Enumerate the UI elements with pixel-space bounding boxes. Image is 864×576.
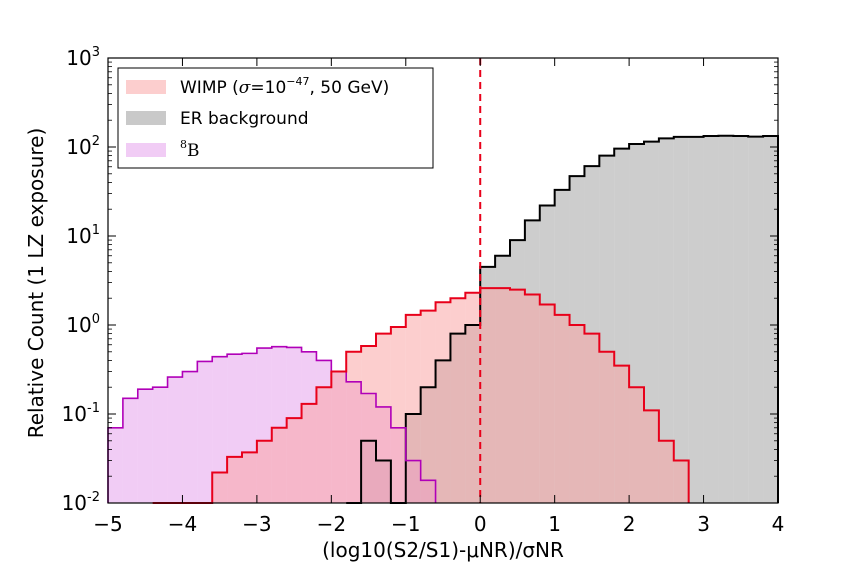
bar-wimp bbox=[331, 371, 347, 503]
bar-wimp bbox=[673, 460, 689, 503]
x-tick-label: 1 bbox=[548, 512, 561, 536]
bar-wimp bbox=[420, 310, 436, 503]
bar-wimp bbox=[390, 326, 406, 503]
bar-wimp bbox=[554, 314, 570, 503]
bar-er bbox=[703, 135, 719, 503]
bar-wimp bbox=[271, 427, 287, 503]
bar-wimp bbox=[405, 314, 421, 503]
x-tick-label: −2 bbox=[317, 512, 346, 536]
bar-b8 bbox=[182, 371, 198, 503]
legend-swatch-er bbox=[126, 111, 166, 125]
x-tick-label: 0 bbox=[474, 512, 487, 536]
x-tick-label: −5 bbox=[93, 512, 122, 536]
bar-b8 bbox=[108, 427, 123, 503]
x-axis-label: (log10(S2/S1)-μNR)/σNR bbox=[322, 538, 564, 562]
y-tick-label: 103 bbox=[66, 45, 100, 70]
y-tick-labels: 10-2 10-1 100 101 102 103 bbox=[62, 45, 100, 515]
bar-wimp bbox=[584, 333, 600, 503]
x-tick-label: −4 bbox=[168, 512, 197, 536]
bar-wimp bbox=[629, 387, 644, 503]
bar-wimp bbox=[599, 351, 615, 503]
bar-wimp bbox=[212, 472, 228, 503]
x-tick-label: 3 bbox=[697, 512, 710, 536]
bar-wimp bbox=[480, 288, 496, 503]
bar-wimp bbox=[435, 302, 451, 503]
series-wimp bbox=[212, 288, 689, 503]
legend-swatch-b8 bbox=[126, 143, 166, 157]
bar-wimp bbox=[361, 346, 376, 503]
bar-wimp bbox=[614, 365, 630, 503]
legend-label-b8: 8B bbox=[180, 138, 200, 161]
bar-wimp bbox=[658, 440, 674, 503]
bar-wimp bbox=[450, 298, 466, 503]
y-tick-label: 100 bbox=[66, 312, 100, 337]
bar-wimp bbox=[465, 292, 481, 503]
y-axis-label: Relative Count (1 LZ exposure) bbox=[24, 128, 48, 439]
bar-b8 bbox=[152, 387, 168, 503]
x-tick-label: 2 bbox=[623, 512, 636, 536]
y-tick-label: 102 bbox=[66, 134, 100, 159]
bar-wimp bbox=[376, 333, 391, 503]
outline-wimp bbox=[152, 287, 690, 504]
bar-er bbox=[718, 135, 734, 503]
axis-ticks bbox=[107, 57, 779, 504]
y-tick-label: 10-1 bbox=[62, 401, 100, 426]
x-tick-label: 4 bbox=[772, 512, 785, 536]
bar-wimp bbox=[510, 289, 525, 503]
bar-er bbox=[658, 138, 674, 504]
bar-er bbox=[748, 136, 764, 503]
bar-wimp bbox=[301, 403, 317, 503]
outline-b8 bbox=[107, 345, 437, 503]
legend: WIMP (σ=10−47, 50 GeV) ER background 8B bbox=[117, 67, 434, 169]
x-tick-label: −1 bbox=[391, 512, 420, 536]
bar-b8 bbox=[122, 398, 138, 503]
bar-wimp bbox=[316, 387, 332, 503]
bar-er bbox=[763, 135, 778, 503]
bar-wimp bbox=[495, 288, 510, 503]
plot-frame bbox=[107, 57, 779, 504]
bar-wimp bbox=[524, 294, 540, 503]
bar-wimp bbox=[256, 440, 272, 503]
x-tick-label: −3 bbox=[242, 512, 271, 536]
bar-b8 bbox=[197, 361, 213, 503]
bar-b8 bbox=[137, 389, 153, 503]
bar-b8 bbox=[212, 356, 228, 503]
bar-er bbox=[733, 135, 749, 503]
y-tick-label: 101 bbox=[66, 223, 100, 248]
x-tick-labels: −5 −4 −3 −2 −1 0 1 2 3 4 bbox=[93, 512, 784, 536]
bar-wimp bbox=[227, 456, 242, 503]
bar-wimp bbox=[242, 452, 257, 503]
legend-box bbox=[117, 67, 434, 169]
outline-er bbox=[346, 134, 779, 504]
legend-label-wimp: WIMP (σ=10−47, 50 GeV) bbox=[180, 75, 389, 98]
bar-wimp bbox=[346, 351, 362, 503]
y-tick-label: 10-2 bbox=[62, 490, 100, 515]
bar-er bbox=[673, 136, 689, 503]
bar-wimp bbox=[569, 325, 585, 503]
bar-wimp bbox=[644, 410, 659, 503]
bar-er bbox=[688, 136, 704, 503]
bar-wimp bbox=[539, 304, 555, 503]
legend-swatch-wimp bbox=[126, 80, 166, 94]
histogram-layer bbox=[107, 134, 779, 504]
bar-b8 bbox=[167, 377, 183, 503]
legend-label-er: ER background bbox=[180, 109, 309, 129]
bar-wimp bbox=[286, 418, 302, 503]
